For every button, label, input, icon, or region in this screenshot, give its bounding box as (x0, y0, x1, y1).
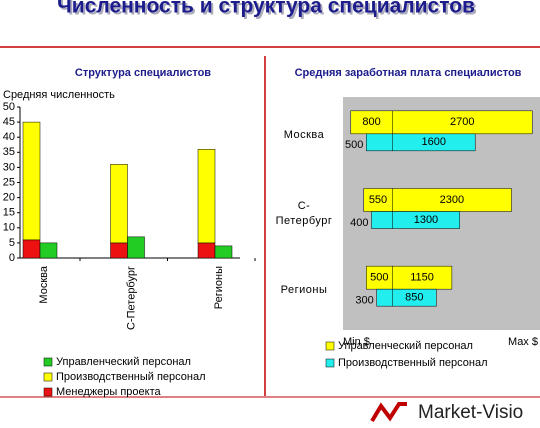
x-tick-label: С-Петербург (125, 266, 137, 330)
y-axis-label: Средняя численность (3, 89, 115, 101)
y-tick-label: 25 (3, 176, 15, 188)
data-label: 500 (370, 272, 388, 284)
data-label: 300 (355, 295, 373, 307)
y-tick-label: 30 (3, 161, 15, 173)
data-label: 1300 (414, 214, 438, 226)
bar-min (366, 133, 393, 152)
y-tick-label: С-Петербург (275, 199, 333, 227)
title-shadow: Численность и структура специалистов (59, 0, 477, 20)
y-tick-label: 45 (3, 116, 15, 128)
bar-segment (110, 164, 128, 244)
legend-label: Производственный персонал (56, 371, 206, 383)
data-label: 2700 (450, 116, 474, 128)
x-tick-label: Max $ (508, 336, 538, 348)
legend-label: Управленческий персонал (56, 356, 191, 368)
bar (39, 242, 58, 259)
y-tick-label: Москва (283, 128, 325, 141)
data-label: 550 (369, 194, 387, 206)
bar-max (392, 288, 437, 307)
data-label: 400 (350, 217, 368, 229)
legend-swatch (325, 341, 335, 351)
legend-swatch (43, 357, 53, 367)
chart-title: Структура специалистов (75, 67, 211, 79)
data-label: 1600 (421, 136, 445, 148)
legend-swatch (43, 387, 53, 397)
bar-segment (197, 242, 216, 259)
data-label: 500 (345, 139, 363, 151)
bar-segment (110, 242, 128, 259)
y-tick-label: 15 (3, 207, 15, 219)
x-tick-label: Москва (38, 265, 50, 303)
chart-title: Средняя заработная плата специалистов (295, 67, 522, 79)
y-tick-label: 0 (9, 252, 15, 264)
bar-min (371, 211, 393, 229)
y-tick-label: 35 (3, 146, 15, 158)
bar-segment (22, 239, 41, 259)
bar-max (392, 211, 460, 229)
logo-text: Market-Visio (418, 402, 523, 423)
y-tick-label: 20 (3, 192, 15, 204)
legend-label: Управленческий персонал (338, 340, 473, 352)
x-tick-label: Min $ (343, 336, 370, 348)
legend-label: Менеджеры проекта (56, 386, 161, 398)
bar (214, 245, 233, 259)
y-tick-label: 10 (3, 222, 15, 234)
data-label: 2300 (440, 194, 464, 206)
data-label: 800 (362, 116, 380, 128)
logo-icon (370, 402, 407, 423)
data-label: 1150 (410, 272, 434, 284)
bar-min (376, 288, 393, 307)
y-tick-label: 40 (3, 131, 15, 143)
bar-segment (197, 149, 216, 244)
bar (127, 236, 145, 259)
y-tick-label: 5 (9, 237, 15, 249)
legend-label: Производственный персонал (338, 357, 488, 369)
legend-swatch (43, 372, 53, 382)
slide-title: Численность и структура специалистов (57, 0, 475, 18)
y-tick-label: 50 (3, 101, 15, 113)
data-label: 850 (405, 292, 423, 304)
bar-max (392, 133, 476, 152)
y-tick-label: Регионы (280, 284, 328, 297)
legend-swatch (325, 358, 335, 368)
bar-segment (22, 121, 41, 241)
x-tick-label: Регионы (213, 266, 225, 309)
